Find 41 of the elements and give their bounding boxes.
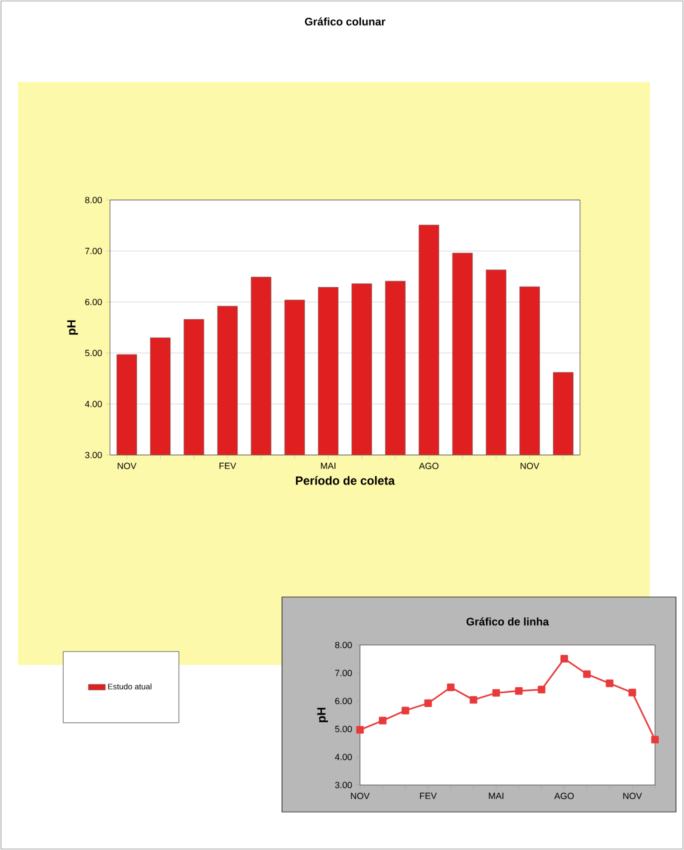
y-tick-label: 3.00 bbox=[85, 452, 102, 458]
point bbox=[492, 689, 500, 697]
point bbox=[606, 680, 614, 688]
y-tick-label: 4.00 bbox=[84, 400, 102, 408]
y-tick-label: 5.00 bbox=[85, 350, 102, 356]
x-tick-label: NOV bbox=[351, 792, 370, 800]
x-tick-label: AGO bbox=[418, 462, 438, 470]
y-tick-label: 7.00 bbox=[335, 670, 352, 676]
point bbox=[628, 688, 636, 696]
x-tick-label: NOV bbox=[623, 792, 642, 800]
chart-title: Gráfico de linha bbox=[466, 617, 549, 626]
x-tick-label: MAI bbox=[320, 462, 336, 469]
point bbox=[560, 654, 568, 663]
point bbox=[583, 670, 591, 678]
chart-title: Gráfico colunar bbox=[304, 17, 386, 26]
point bbox=[651, 736, 659, 744]
y-tick-label: 7.00 bbox=[85, 248, 102, 254]
point bbox=[356, 726, 364, 734]
y-tick-label: 8.00 bbox=[85, 196, 102, 204]
x-tick-label: NOV bbox=[520, 462, 540, 470]
x-tick-label: AGO bbox=[554, 792, 574, 800]
y-tick-label: 3.00 bbox=[335, 782, 352, 788]
y-tick-label: 6.00 bbox=[85, 298, 102, 306]
point bbox=[470, 696, 478, 704]
y-tick-label: 6.00 bbox=[335, 698, 352, 704]
point bbox=[378, 716, 386, 724]
y-axis-title: pH bbox=[67, 320, 78, 335]
point bbox=[402, 706, 410, 714]
point bbox=[446, 683, 455, 692]
x-tick-label: MAI bbox=[488, 792, 504, 799]
x-tick-label: FEV bbox=[220, 462, 236, 469]
x-axis-title: Período de coleta bbox=[296, 476, 395, 485]
y-tick-label: 5.00 bbox=[335, 726, 352, 732]
y-axis-title: pH bbox=[317, 708, 328, 722]
point bbox=[424, 699, 432, 708]
x-tick-label: NOV bbox=[118, 462, 136, 470]
y-tick-label: 4.00 bbox=[334, 754, 352, 760]
point bbox=[515, 687, 523, 695]
y-tick-label: 8.00 bbox=[335, 642, 352, 648]
point bbox=[538, 686, 546, 694]
x-tick-label: FEV bbox=[420, 792, 437, 799]
